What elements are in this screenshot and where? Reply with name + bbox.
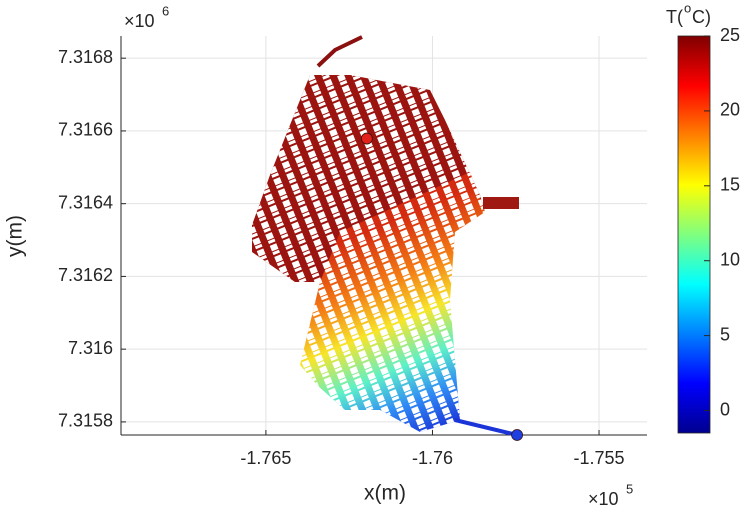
x-tick-label: -1.76 bbox=[412, 448, 453, 468]
y-tick-label: 7.3164 bbox=[58, 192, 113, 212]
branch bbox=[454, 418, 518, 437]
y-tick-label: 7.3168 bbox=[58, 47, 113, 67]
markers bbox=[360, 132, 523, 441]
colorbar-tick-label: 0 bbox=[720, 399, 730, 419]
colorbar-tick-label: 20 bbox=[720, 100, 740, 120]
x-exponent-base: ×10 bbox=[588, 489, 619, 509]
colorbar-label-sup: o bbox=[684, 0, 691, 15]
point bbox=[360, 132, 373, 145]
x-tick-label: -1.755 bbox=[574, 448, 625, 468]
colorbar-label: T( bbox=[666, 7, 683, 27]
colorbar-tick-label: 15 bbox=[720, 175, 740, 195]
x-axis-label: x(m) bbox=[364, 482, 406, 505]
colorbar-tick-label: 5 bbox=[720, 324, 730, 344]
y-tick-label: 7.3158 bbox=[58, 411, 113, 431]
colorbar-tick-label: 10 bbox=[720, 249, 740, 269]
x-exponent-power: 5 bbox=[626, 481, 633, 496]
y-tick-label: 7.316 bbox=[68, 338, 113, 358]
y-tick-label: 7.3166 bbox=[58, 120, 113, 140]
branch bbox=[483, 197, 519, 209]
colorbar bbox=[677, 35, 711, 434]
y-exponent-base: ×10 bbox=[124, 11, 155, 31]
plot-area: -1.765 -1.76 -1.755 7.3158 7.316 7.3162 7.3164… bbox=[58, 36, 647, 468]
y-exponent-power: 6 bbox=[162, 3, 169, 18]
x-tick-label: -1.765 bbox=[240, 448, 291, 468]
network-gaps bbox=[252, 75, 485, 282]
branch bbox=[316, 35, 363, 68]
network-gaps bbox=[300, 172, 485, 432]
y-tick-label: 7.3162 bbox=[58, 265, 113, 285]
y-axis-label: y(m) bbox=[4, 215, 27, 257]
point bbox=[511, 429, 523, 441]
colorbar-tick-label: 25 bbox=[720, 25, 740, 45]
colorbar-label-rest: C) bbox=[692, 7, 711, 27]
tunnel-network bbox=[252, 35, 519, 437]
